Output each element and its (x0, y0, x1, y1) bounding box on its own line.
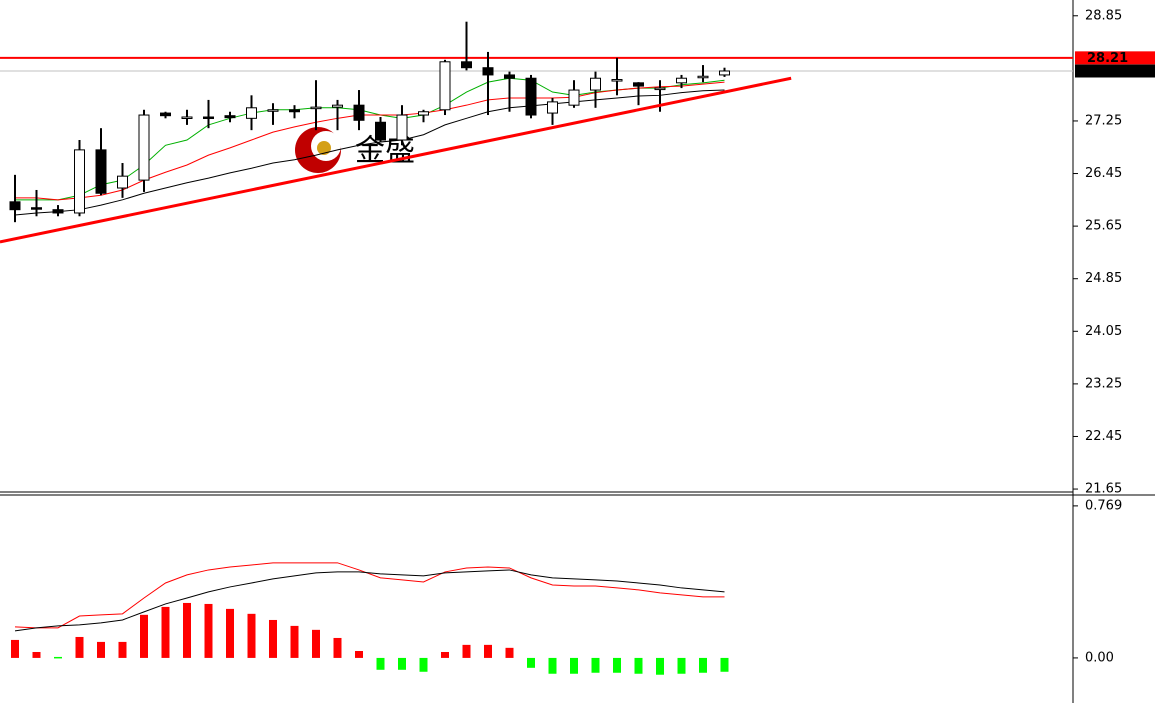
candle-body (267, 109, 279, 112)
candle-body (138, 114, 150, 181)
y-tick-label: 0.00 (1085, 650, 1114, 665)
histogram-bar (570, 657, 578, 674)
histogram-bar (656, 657, 664, 675)
y-tick-label: 22.45 (1085, 429, 1122, 444)
histogram-bar (204, 603, 213, 658)
histogram-bar (677, 657, 686, 674)
y-tick-label: 23.25 (1085, 376, 1122, 391)
histogram-bar (54, 656, 62, 659)
indicator-line (15, 81, 725, 201)
candle-body (697, 75, 709, 79)
candle-body (289, 109, 300, 113)
candle-body (117, 175, 128, 189)
candle-body (52, 209, 64, 214)
y-tick-label: 24.05 (1085, 324, 1122, 339)
histogram-bar (269, 619, 277, 658)
candle-body (439, 61, 451, 111)
candle-body (160, 112, 171, 117)
indicator-line (14, 569, 725, 632)
histogram-bar (462, 644, 471, 658)
y-tick-label: 26.45 (1085, 166, 1122, 181)
histogram-bar (505, 647, 514, 658)
histogram-bar (333, 637, 342, 658)
candle-body (525, 77, 537, 116)
candle-body (9, 201, 21, 211)
trendline (0, 76, 792, 244)
histogram-bar (118, 641, 127, 658)
histogram-bar (699, 657, 707, 673)
candle-body (181, 116, 193, 120)
candle-body (203, 116, 214, 120)
histogram-bar (75, 636, 84, 658)
candle-body (353, 104, 365, 121)
candle-body (676, 77, 687, 84)
candle-body (418, 111, 429, 116)
candle-body (224, 115, 236, 119)
histogram-bar (441, 651, 449, 658)
candle-body (568, 89, 580, 106)
y-tick-label: 0.769 (1085, 498, 1122, 513)
histogram-bar (527, 657, 535, 668)
candle-body (31, 207, 42, 210)
histogram-bar (484, 644, 492, 658)
histogram-bar (32, 651, 41, 658)
histogram-bar (355, 651, 363, 658)
indicator-line (14, 562, 725, 629)
histogram-bar (161, 606, 170, 658)
candle-body (95, 149, 107, 194)
candle-body (396, 114, 408, 141)
y-tick-label: 21.65 (1085, 482, 1122, 497)
histogram-bar (226, 608, 234, 658)
candle-body (332, 104, 343, 108)
histogram-bar (11, 639, 19, 658)
candle-body (590, 77, 601, 91)
histogram-bar (247, 613, 256, 658)
histogram-bar (290, 625, 299, 658)
y-tick-label: 25.65 (1085, 219, 1122, 234)
histogram-bar (376, 657, 385, 670)
y-tick-label: 27.25 (1085, 113, 1122, 128)
histogram-bar (591, 657, 600, 673)
price-label: 28.01 (1087, 64, 1128, 79)
histogram-bar (548, 657, 557, 674)
histogram-bar (720, 657, 729, 672)
histogram-bar (613, 657, 621, 673)
histogram-bar (634, 657, 643, 674)
histogram-bar (398, 657, 406, 670)
histogram-bar (419, 657, 428, 672)
histogram-bar (97, 641, 105, 658)
candle-body (74, 149, 85, 214)
histogram-bar (312, 629, 320, 658)
indicator-line (14, 89, 725, 216)
logo (295, 127, 341, 173)
candle-body (654, 87, 666, 91)
price-label-box (1075, 64, 1155, 78)
y-tick-label: 24.85 (1085, 271, 1122, 286)
candle-body (633, 82, 644, 87)
histogram-bar (183, 602, 191, 658)
price-label: 28.21 (1087, 51, 1128, 66)
candle-body (611, 79, 623, 82)
candle-body (461, 61, 472, 69)
candle-body (547, 101, 558, 114)
candle-body (504, 74, 515, 79)
candle-body (246, 107, 257, 119)
y-tick-label: 28.85 (1085, 8, 1122, 23)
candle-body (719, 70, 730, 76)
candle-body (482, 67, 494, 76)
histogram-bar (140, 614, 148, 658)
candle-body (375, 121, 386, 141)
price-label-box (1075, 51, 1155, 65)
candle-body (310, 106, 322, 110)
